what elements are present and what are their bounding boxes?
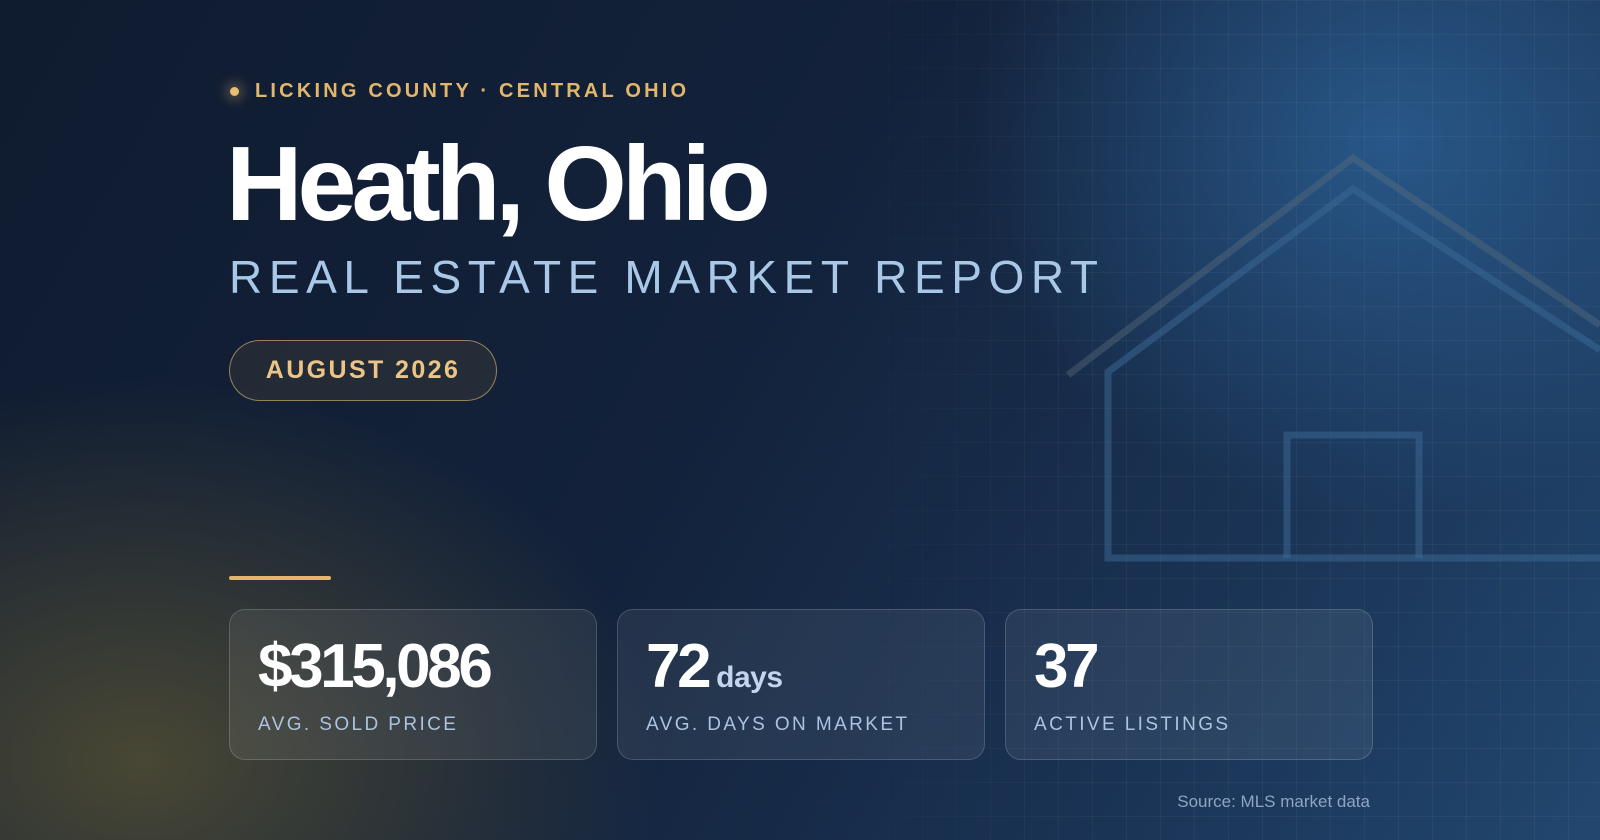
stat-value: 37: [1034, 632, 1100, 701]
report-subtitle: REAL ESTATE MARKET REPORT: [229, 251, 1105, 303]
report-date-label: AUGUST 2026: [265, 356, 461, 384]
stat-unit: days: [716, 661, 783, 694]
report-date-badge: AUGUST 2026: [229, 340, 497, 401]
stat-value: $315,086: [258, 632, 493, 701]
stat-card-active-listings: 37 ACTIVE LISTINGS: [1005, 609, 1373, 760]
stat-card-avg-sold-price: $315,086 AVG. SOLD PRICE: [229, 609, 597, 760]
stat-label: AVG. SOLD PRICE: [258, 714, 459, 735]
stat-value-row: 37: [1034, 636, 1372, 706]
stat-value: 72: [646, 632, 712, 701]
background-grid: [820, 0, 1600, 840]
stat-label: ACTIVE LISTINGS: [1034, 714, 1231, 735]
stat-label: AVG. DAYS ON MARKET: [646, 714, 910, 735]
region-label: LICKING COUNTY · CENTRAL OHIO: [255, 80, 690, 102]
accent-divider: [229, 576, 331, 580]
stat-value-row: $315,086: [258, 636, 596, 706]
region-eyebrow: LICKING COUNTY · CENTRAL OHIO: [230, 80, 689, 103]
dot-icon: [230, 87, 239, 96]
stat-value-row: 72 days: [646, 636, 984, 706]
stat-card-avg-days-on-market: 72 days AVG. DAYS ON MARKET: [617, 609, 985, 760]
stats-cards: $315,086 AVG. SOLD PRICE 72 days AVG. DA…: [229, 609, 1373, 760]
page-title: Heath, Ohio: [226, 125, 771, 243]
source-note: Source: MLS market data: [1177, 792, 1370, 811]
